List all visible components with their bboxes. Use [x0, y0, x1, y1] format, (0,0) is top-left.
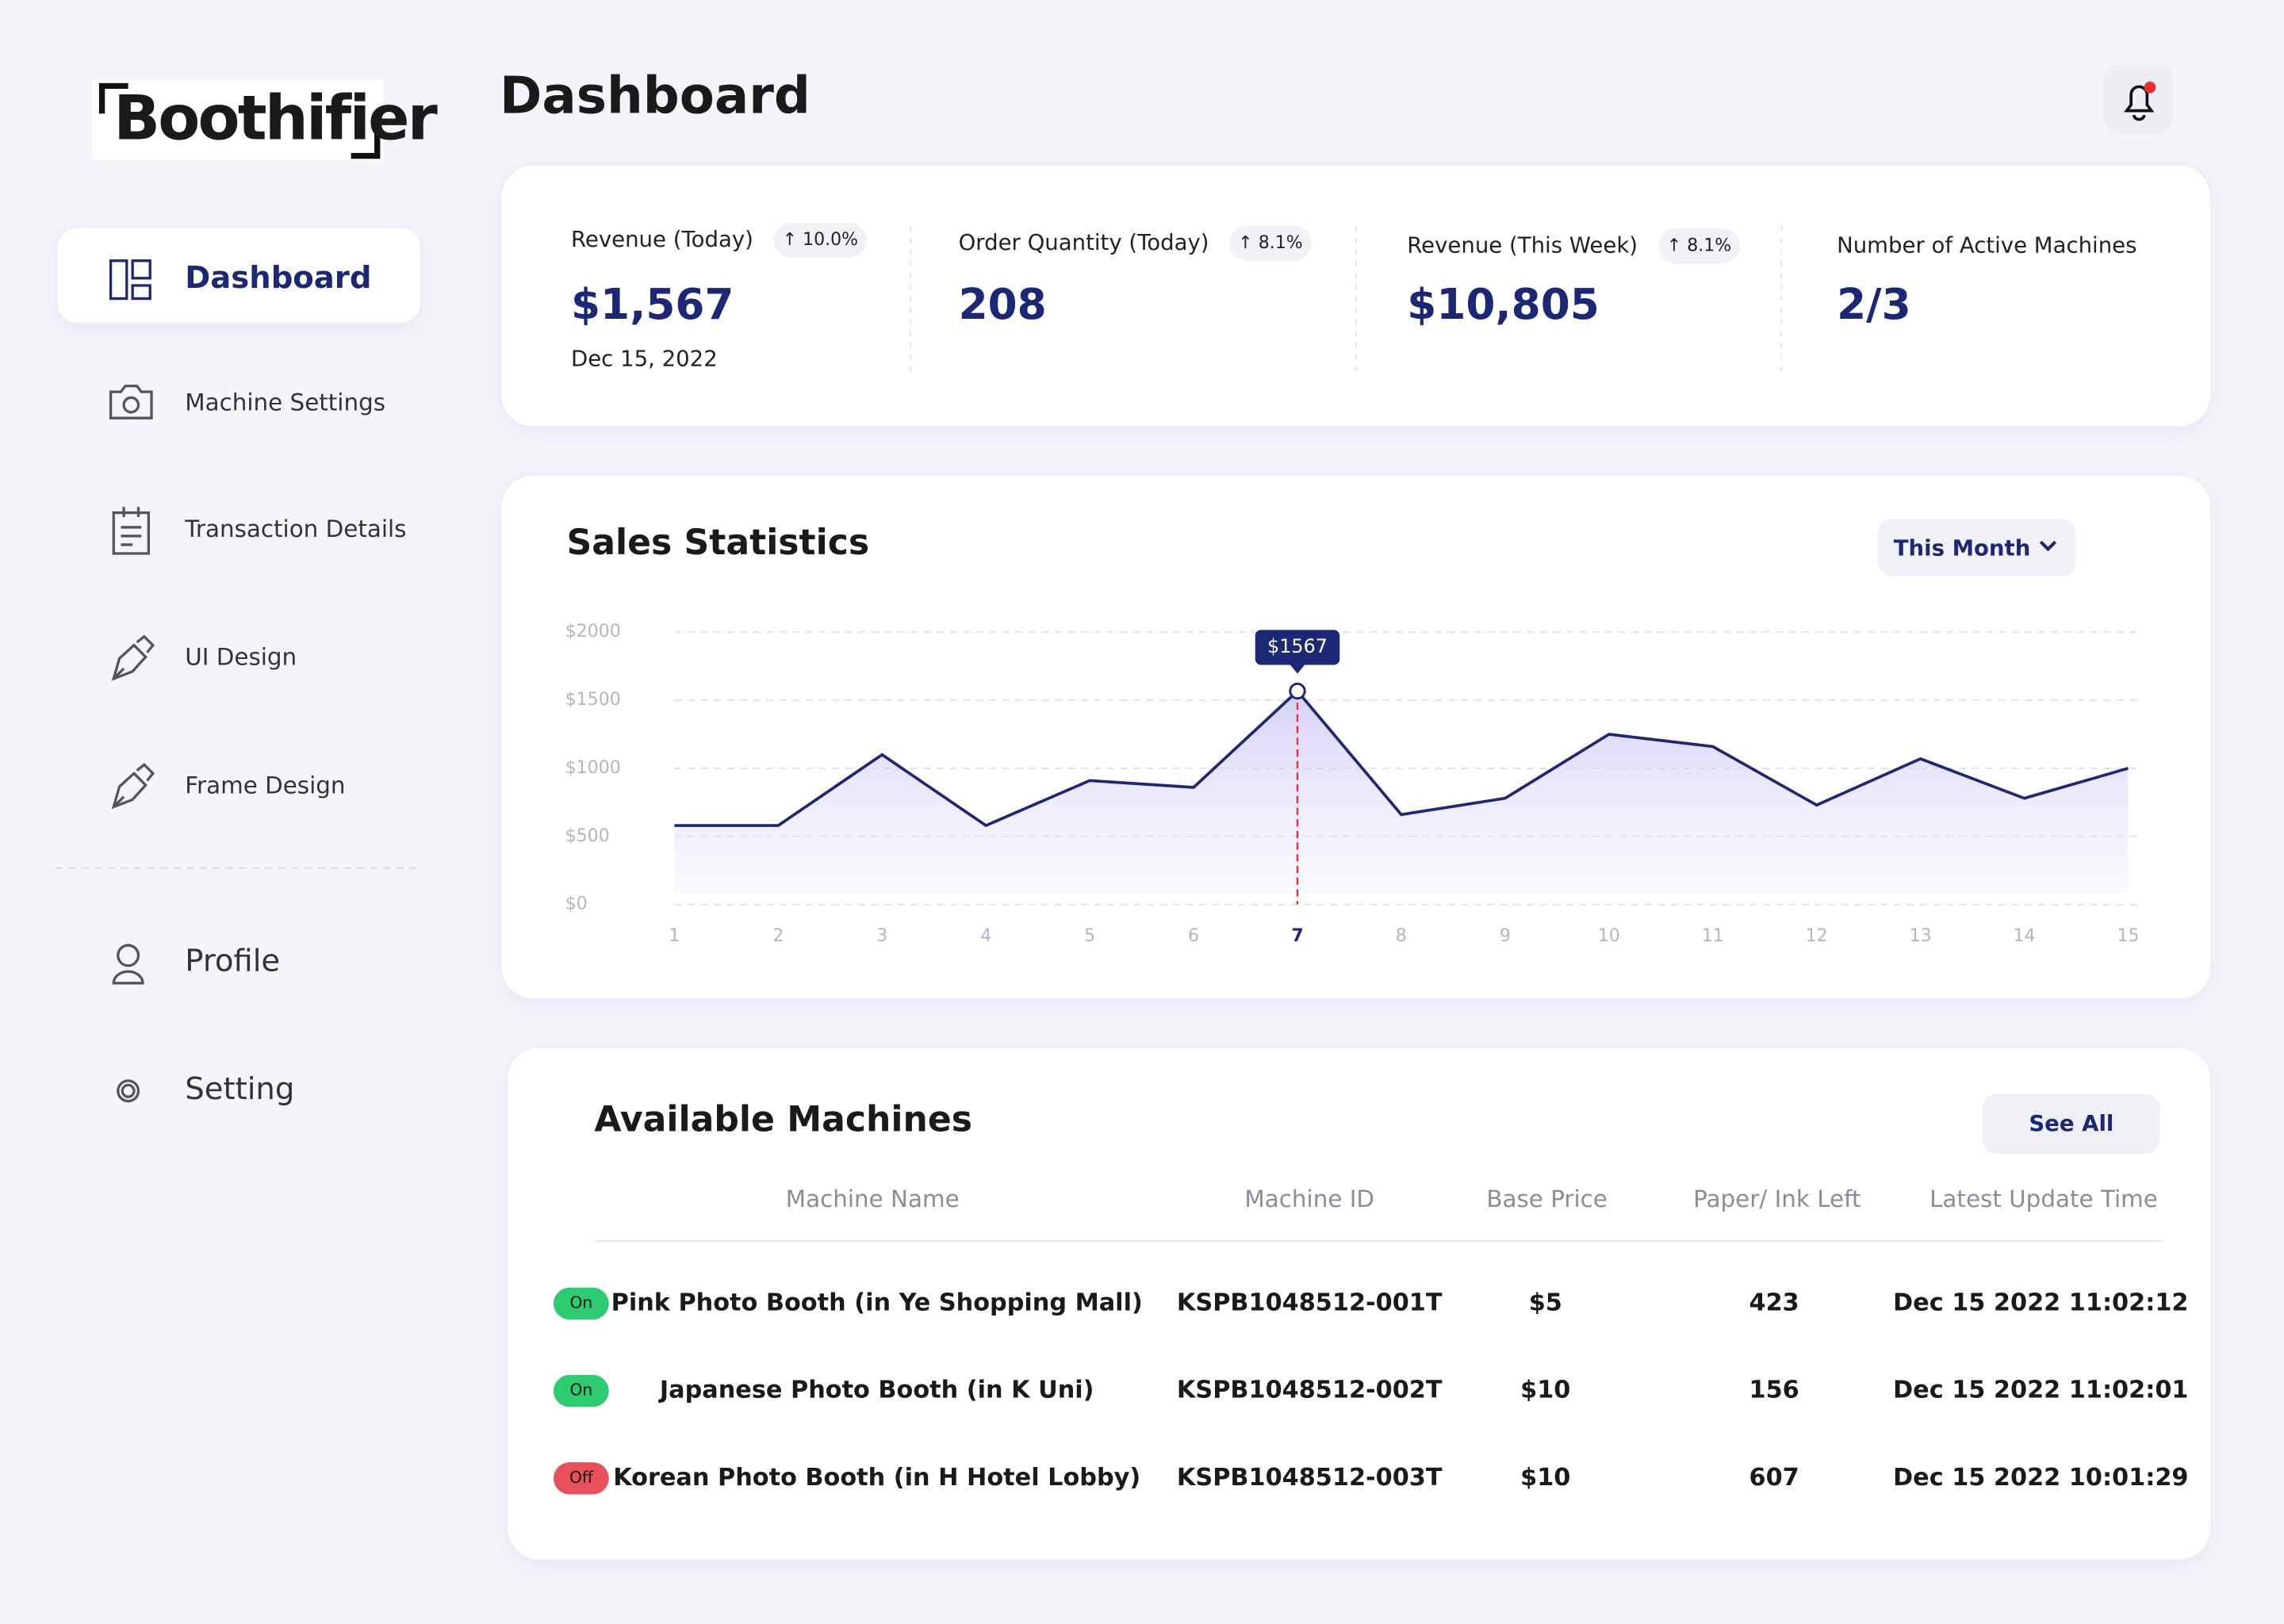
cell: Japanese Photo Booth (in K Uni) — [658, 1377, 1094, 1404]
stat-value: 2/3 — [1837, 280, 1911, 329]
cell: $10 — [1520, 1377, 1570, 1404]
stat-label: Revenue (This Week) — [1407, 232, 1638, 258]
nav-icon — [109, 259, 151, 301]
status-pill[interactable] — [553, 1374, 609, 1408]
column-header: Paper/ Ink Left — [1693, 1185, 1861, 1212]
nav-item[interactable]: Machine Settings — [185, 389, 385, 416]
column-header: Machine ID — [1244, 1185, 1374, 1212]
cell: Dec 15 2022 11:02:12 — [1893, 1289, 2189, 1316]
column-header: Latest Update Time — [1930, 1185, 2158, 1212]
x-tick-label: 1 — [669, 926, 680, 946]
change-label: ↑ 8.1% — [1667, 236, 1731, 255]
nav-item[interactable]: Dashboard — [185, 260, 371, 296]
status-pill[interactable] — [553, 1462, 609, 1495]
x-tick-label: 15 — [2117, 926, 2139, 946]
cell: KSPB1048512-001T — [1177, 1289, 1443, 1316]
cell: 607 — [1749, 1464, 1799, 1492]
cell: 423 — [1749, 1289, 1799, 1316]
stat-note: Dec 15, 2022 — [571, 347, 718, 372]
x-tick-label: 8 — [1396, 926, 1407, 946]
nav-icon — [112, 507, 151, 555]
see-all-label[interactable]: See All — [2029, 1111, 2113, 1136]
cell: Dec 15 2022 11:02:01 — [1893, 1377, 2189, 1404]
stat-value: 208 — [959, 280, 1047, 329]
change-badge — [1229, 225, 1312, 261]
status-label[interactable]: On — [570, 1381, 593, 1400]
cell: KSPB1048512-003T — [1177, 1464, 1443, 1492]
x-tick-label: 12 — [1806, 926, 1828, 946]
tooltip — [1255, 630, 1340, 665]
x-tick-label: 14 — [2014, 926, 2036, 946]
line — [674, 688, 2129, 828]
nav-item[interactable]: Transaction Details — [184, 515, 406, 542]
change-badge — [1657, 228, 1741, 264]
nav-icon — [109, 385, 153, 419]
nav-item[interactable]: Frame Design — [185, 772, 345, 799]
x-tick-label: 6 — [1188, 926, 1199, 946]
x-tick-label: 4 — [980, 926, 991, 946]
nav-icon — [111, 763, 155, 810]
y-tick-label: $1500 — [565, 690, 621, 710]
x-tick-label: 7 — [1291, 926, 1303, 946]
nav-item[interactable]: Profile — [185, 944, 280, 979]
cell: Dec 15 2022 10:01:29 — [1893, 1464, 2189, 1492]
highlight-point — [1289, 682, 1306, 700]
logo: Boothifier — [113, 82, 437, 154]
period-label: This Month — [1894, 535, 2031, 561]
status-label[interactable]: On — [570, 1293, 593, 1312]
y-tick-label: $500 — [565, 826, 610, 846]
table-title: Available Machines — [594, 1099, 972, 1139]
period-dropdown[interactable] — [1877, 518, 2076, 577]
cell: 156 — [1749, 1377, 1799, 1404]
x-tick-label: 9 — [1500, 926, 1511, 946]
column-header: Machine Name — [786, 1185, 960, 1212]
area — [674, 691, 2129, 893]
nav-icon — [112, 944, 144, 985]
stat-label: Revenue (Today) — [571, 227, 753, 252]
stat-value: $10,805 — [1407, 280, 1600, 329]
x-tick-label: 5 — [1084, 926, 1095, 946]
nav-icon — [111, 634, 155, 681]
cell: $5 — [1529, 1289, 1562, 1316]
nav-item[interactable]: Setting — [185, 1071, 294, 1107]
column-header: Base Price — [1486, 1185, 1608, 1212]
x-tick-label: 11 — [1702, 926, 1724, 946]
chevron — [2039, 540, 2057, 552]
nav-icon — [117, 1079, 140, 1103]
cell: Korean Photo Booth (in H Hotel Lobby) — [613, 1464, 1140, 1492]
cell: $10 — [1520, 1464, 1570, 1492]
tooltip-arrow — [1290, 665, 1305, 674]
x-tick-label: 10 — [1598, 926, 1620, 946]
change-badge — [773, 223, 868, 259]
x-tick-label: 13 — [1910, 926, 1932, 946]
page-title: Dashboard — [500, 66, 811, 125]
status-label[interactable]: Off — [569, 1468, 594, 1487]
stat-value: $1,567 — [571, 280, 734, 329]
table-card — [506, 1046, 2213, 1561]
stat-label: Number of Active Machines — [1837, 232, 2136, 258]
logo-box — [91, 80, 384, 161]
x-tick-label: 3 — [876, 926, 887, 946]
change-label: ↑ 10.0% — [783, 230, 858, 250]
chart-title: Sales Statistics — [566, 523, 869, 563]
y-tick-label: $2000 — [565, 622, 621, 642]
y-tick-label: $0 — [565, 894, 588, 914]
change-label: ↑ 8.1% — [1238, 233, 1302, 253]
notification-button[interactable] — [2103, 63, 2174, 134]
bell-icon — [2123, 85, 2155, 121]
x-tick-label: 2 — [772, 926, 784, 946]
see-all-button[interactable] — [1982, 1094, 2160, 1154]
nav-item[interactable]: UI Design — [185, 644, 297, 671]
notification-dot — [2144, 81, 2156, 94]
y-tick-label: $1000 — [565, 758, 621, 778]
logo-brackets — [98, 82, 381, 159]
status-pill[interactable] — [553, 1287, 609, 1320]
cell: KSPB1048512-002T — [1177, 1377, 1443, 1404]
cell: Pink Photo Booth (in Ye Shopping Mall) — [611, 1289, 1143, 1316]
tooltip-label: $1567 — [1267, 635, 1328, 657]
stat-label: Order Quantity (Today) — [959, 230, 1209, 255]
